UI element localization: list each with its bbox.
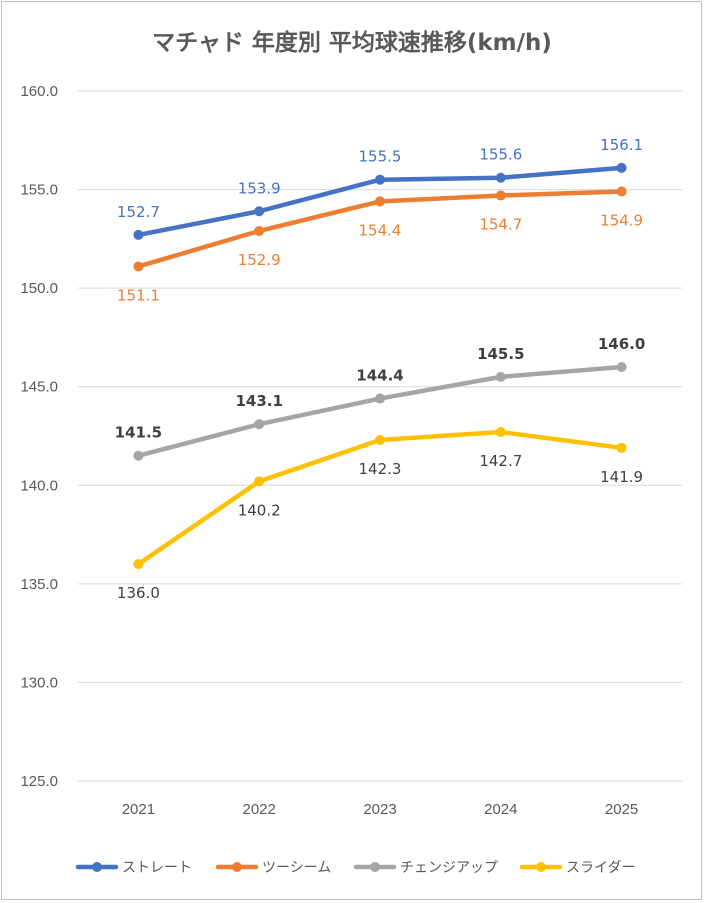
legend-swatch-marker	[232, 862, 242, 872]
data-label: 155.6	[479, 146, 522, 164]
data-point	[375, 174, 385, 185]
data-point	[254, 419, 265, 430]
legend-label: ツーシーム	[262, 860, 331, 876]
data-label: 144.4	[356, 367, 403, 385]
data-point	[495, 172, 506, 183]
data-label: 151.1	[117, 286, 160, 304]
data-point	[495, 190, 506, 201]
y-tick-label: 145.0	[20, 379, 58, 396]
data-label: 152.9	[238, 251, 281, 269]
data-point	[133, 229, 144, 240]
y-tick-label: 160.0	[20, 83, 58, 100]
x-tick-label: 2022	[243, 801, 276, 818]
legend-label: スライダー	[566, 860, 635, 876]
series-line	[136, 429, 624, 567]
data-label: 156.1	[600, 136, 643, 154]
data-label: 140.2	[238, 501, 281, 519]
y-tick-label: 150.0	[20, 280, 58, 297]
legend-swatch-marker	[92, 862, 102, 872]
data-point	[616, 162, 627, 173]
chart-title: マチャド 年度別 平均球速推移(km/h)	[152, 29, 552, 56]
legend-swatch-marker	[536, 862, 546, 872]
data-label: 154.4	[359, 221, 402, 239]
data-point	[133, 450, 144, 461]
data-point	[375, 196, 385, 207]
y-tick-label: 130.0	[20, 674, 58, 691]
data-label: 143.1	[235, 392, 282, 410]
y-tick-label: 155.0	[20, 182, 58, 199]
data-point	[254, 206, 265, 217]
y-tick-label: 135.0	[20, 576, 58, 593]
legend-swatch-marker	[370, 862, 380, 872]
series	[133, 162, 627, 570]
data-point	[495, 427, 506, 438]
y-tick-label: 140.0	[20, 477, 58, 494]
data-point	[375, 434, 385, 445]
gridlines	[78, 90, 682, 782]
data-point	[495, 371, 506, 382]
data-label: 155.5	[359, 148, 402, 166]
x-tick-label: 2021	[122, 801, 155, 818]
data-point	[616, 186, 627, 197]
data-point	[616, 362, 627, 372]
data-label: 136.0	[117, 584, 160, 602]
data-label: 153.9	[238, 179, 281, 197]
x-axis-ticks: 2021 2022 2023 2024 2025	[122, 801, 639, 818]
legend-label: チェンジアップ	[400, 860, 498, 876]
data-point	[133, 559, 144, 570]
data-point	[375, 393, 385, 404]
x-tick-label: 2024	[484, 801, 517, 818]
x-tick-label: 2023	[363, 801, 396, 818]
data-label: 146.0	[598, 335, 645, 353]
legend: ストレート ツーシーム チェンジアップ スライダー	[75, 860, 635, 876]
data-label: 152.7	[117, 203, 160, 221]
data-label: 141.5	[115, 424, 162, 442]
data-label: 142.3	[359, 460, 402, 478]
data-label: 154.9	[600, 212, 643, 230]
data-point	[254, 476, 265, 487]
legend-label: ストレート	[122, 860, 192, 876]
data-label: 145.5	[477, 345, 524, 363]
data-point	[616, 442, 627, 453]
data-point	[133, 261, 144, 272]
data-label: 141.9	[600, 468, 643, 486]
data-label: 142.7	[479, 452, 522, 470]
data-label: 154.7	[479, 215, 522, 233]
y-tick-label: 125.0	[20, 773, 58, 790]
x-tick-label: 2025	[605, 801, 638, 818]
y-axis-ticks: 125.0 130.0 135.0 140.0 145.0 150.0 155.0 160.0	[20, 83, 58, 790]
data-labels: 152.7 153.9 155.5 155.6 156.1 151.1 152.9 154.4…	[115, 136, 646, 602]
data-point	[254, 225, 265, 236]
